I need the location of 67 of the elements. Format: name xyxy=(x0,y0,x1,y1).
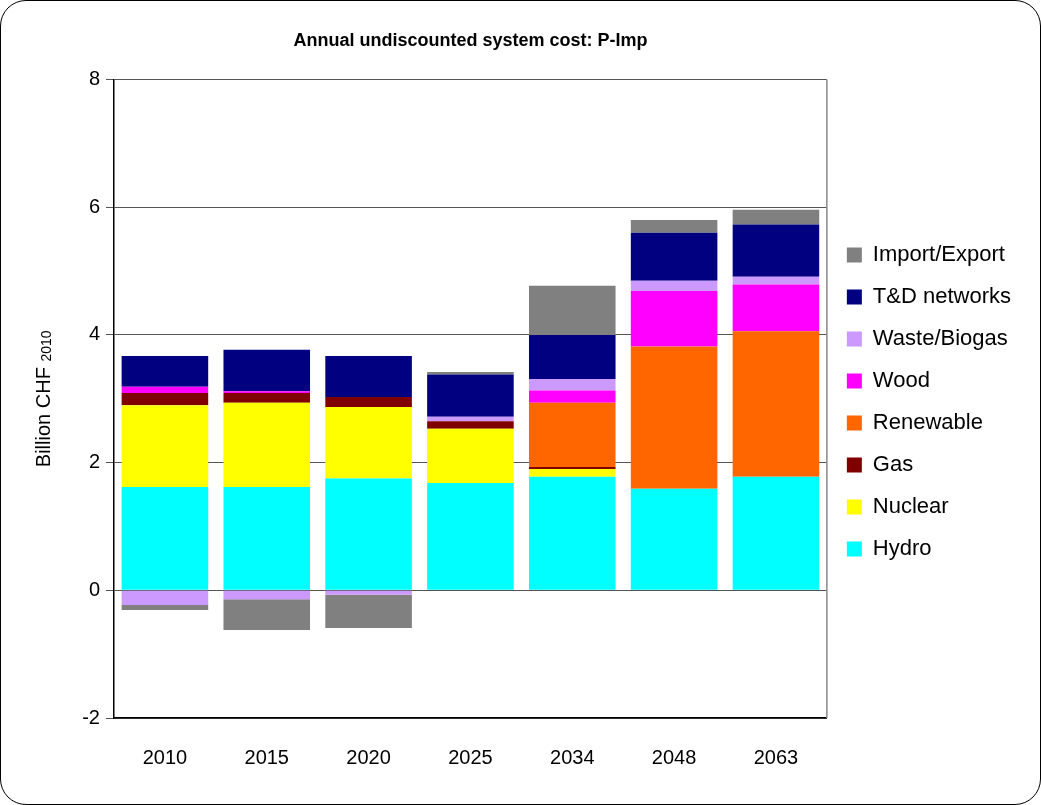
x-tick-label: 2034 xyxy=(550,745,595,768)
bar xyxy=(325,356,412,397)
bar xyxy=(630,232,718,281)
legend-label: Gas xyxy=(872,451,914,477)
bar xyxy=(121,590,209,605)
legend-label: Import/Export xyxy=(872,241,1005,267)
bar xyxy=(325,407,412,479)
bar xyxy=(223,599,311,630)
bar xyxy=(223,486,311,590)
x-tick-label: 2048 xyxy=(651,745,697,768)
bar xyxy=(732,476,820,590)
y-axis-title: Billion CHF 2010 xyxy=(31,330,54,468)
bar xyxy=(732,331,820,477)
legend-label: Nuclear xyxy=(872,493,949,519)
legend-label: T&D networks xyxy=(872,283,1012,309)
bar xyxy=(223,590,311,600)
bar xyxy=(630,488,718,590)
bar xyxy=(325,478,412,590)
bar xyxy=(223,349,311,392)
bar xyxy=(121,356,209,387)
y-tick-label: 6 xyxy=(88,194,100,217)
x-tick-label: 2015 xyxy=(244,745,289,768)
bar xyxy=(630,290,718,347)
bar xyxy=(732,284,820,332)
bar xyxy=(121,486,209,590)
x-tick-label: 2020 xyxy=(346,745,391,768)
legend-label: Waste/Biogas xyxy=(872,325,1008,351)
x-tick-label: 2025 xyxy=(448,745,493,768)
legend-label: Renewable xyxy=(872,409,983,435)
bar xyxy=(325,396,412,408)
bar xyxy=(325,590,412,595)
bar xyxy=(223,402,311,487)
bar xyxy=(427,421,514,429)
bar xyxy=(528,402,616,468)
x-tick-label: 2010 xyxy=(142,745,188,768)
bar xyxy=(528,469,616,477)
y-tick-label: 0 xyxy=(88,577,100,600)
bar xyxy=(528,390,616,403)
bar xyxy=(121,393,209,406)
bar xyxy=(223,393,311,403)
bar xyxy=(732,224,820,277)
bar xyxy=(427,483,514,590)
bar xyxy=(121,386,209,394)
bar xyxy=(427,428,514,484)
bar xyxy=(528,334,616,380)
bar xyxy=(427,416,514,422)
bar xyxy=(630,280,718,291)
legend-label: Hydro xyxy=(872,535,932,561)
bar xyxy=(121,405,209,487)
x-tick-label: 2063 xyxy=(753,745,799,768)
legend-label: Wood xyxy=(872,367,930,393)
chart-title: Annual undiscounted system cost: P-Imp xyxy=(293,29,648,50)
bar xyxy=(528,285,616,335)
y-tick-label: 2 xyxy=(88,450,100,473)
bar xyxy=(528,476,616,590)
bar xyxy=(732,209,820,225)
bar xyxy=(325,594,412,628)
y-tick-label: -2 xyxy=(82,705,100,728)
bar xyxy=(732,276,820,285)
y-tick-label: 8 xyxy=(88,67,100,90)
bar xyxy=(427,371,514,375)
bar xyxy=(121,605,209,611)
bar xyxy=(528,379,616,391)
bar xyxy=(630,346,718,489)
y-tick-label: 4 xyxy=(88,322,100,345)
bar xyxy=(630,220,718,233)
bar xyxy=(427,374,514,417)
